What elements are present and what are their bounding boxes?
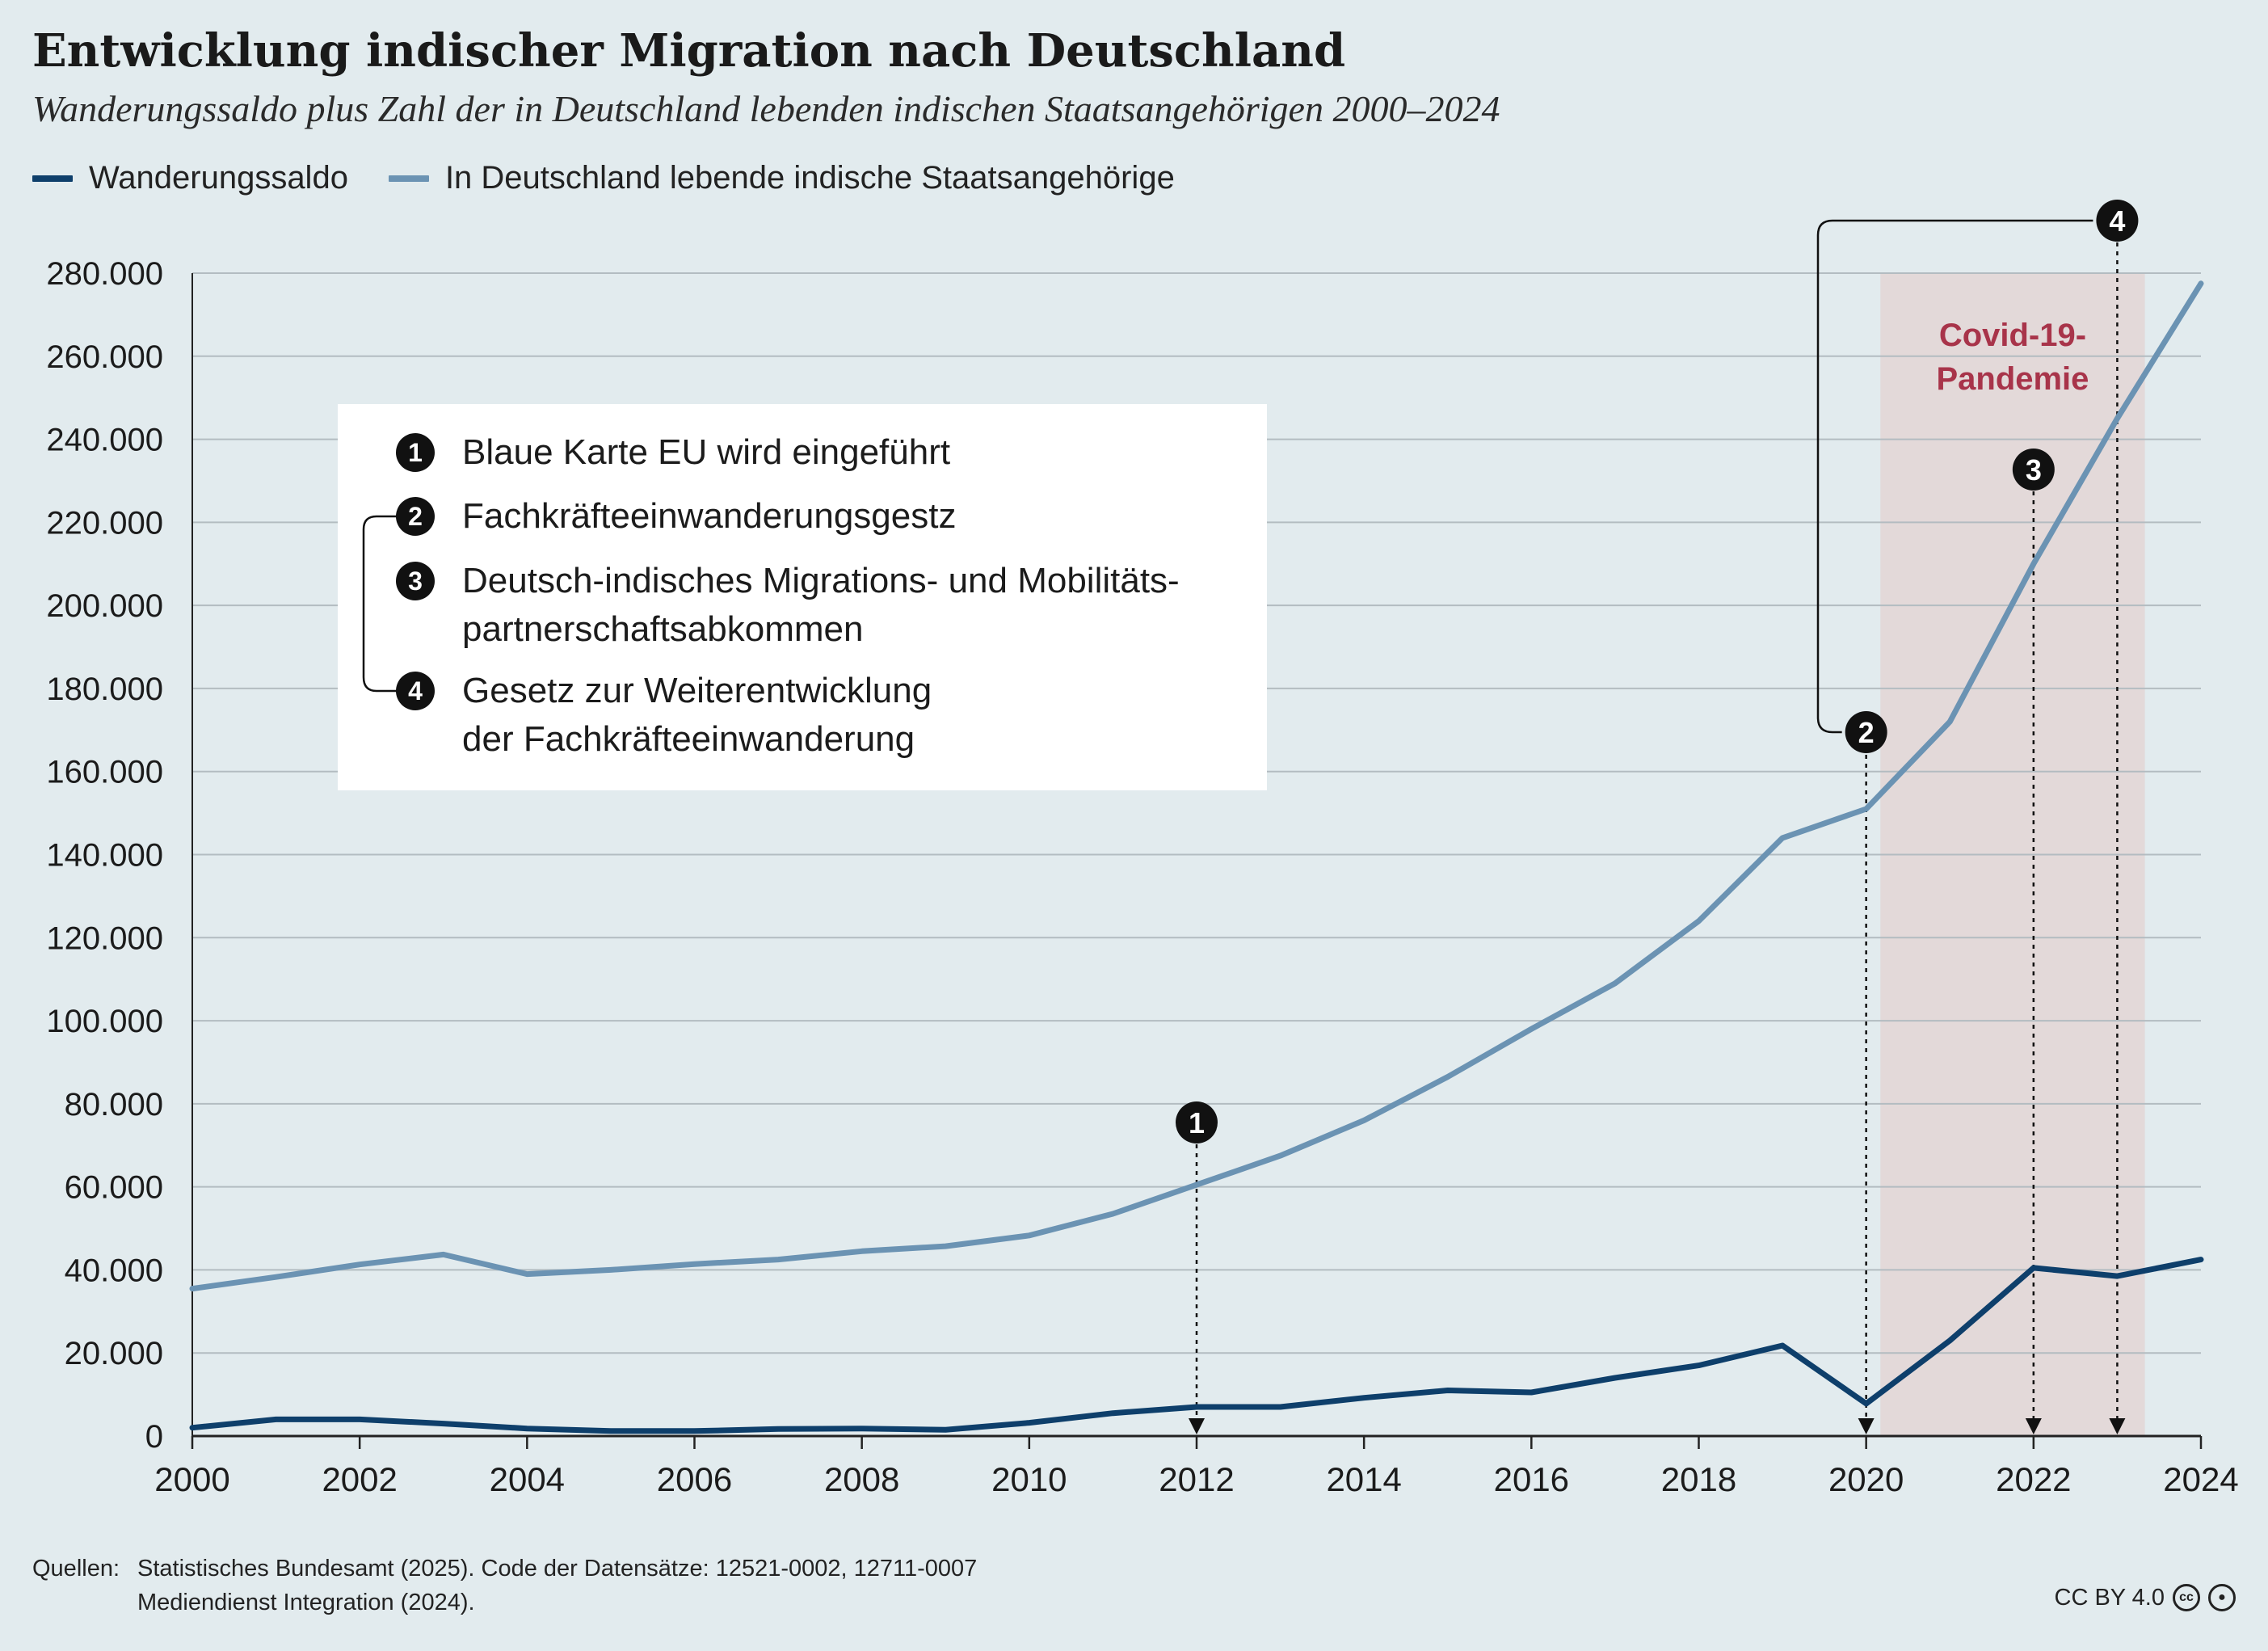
legend-item-staatsangehoerige: In Deutschland lebende indische Staatsan…	[388, 160, 1175, 196]
sources: Quellen: Statistisches Bundesamt (2025).…	[32, 1552, 977, 1619]
event-badge-2	[1845, 711, 1887, 753]
source-line: Statistisches Bundesamt (2025). Code der…	[137, 1556, 978, 1582]
sources-label: Quellen:	[32, 1556, 120, 1582]
license: CC BY 4.0 cc ●	[2055, 1584, 2236, 1611]
info-item-1: 1 Blaue Karte EU wird eingeführt	[396, 432, 950, 477]
event-arrow-1	[1189, 1418, 1205, 1434]
info-text: Gesetz zur Weiterentwicklung der Fachkrä…	[462, 671, 932, 759]
x-tick-label: 2010	[991, 1460, 1067, 1498]
event-badge-label-4: 4	[2109, 204, 2125, 238]
y-tick-label: 140.000	[46, 838, 163, 874]
y-tick-label: 220.000	[46, 505, 163, 541]
legend-swatch	[32, 175, 73, 182]
info-item-2: 2 Fachkräfteeinwanderungsgestz	[396, 496, 956, 541]
bracket-connector	[362, 515, 402, 693]
x-tick-label: 2004	[490, 1460, 565, 1498]
event-badge-4	[2096, 200, 2139, 242]
legend-swatch	[388, 175, 429, 182]
chart-title: Entwicklung indischer Migration nach Deu…	[32, 24, 1346, 78]
x-tick-label: 2022	[1996, 1460, 2071, 1498]
event-badge-label-2: 2	[1858, 716, 1875, 749]
marker-badge-1: 1	[396, 433, 435, 472]
y-tick-label: 180.000	[46, 672, 163, 707]
y-tick-label: 100.000	[46, 1004, 163, 1039]
chart-subtitle: Wanderungssaldo plus Zahl der in Deutsch…	[32, 88, 1500, 129]
x-tick-label: 2018	[1661, 1460, 1736, 1498]
y-tick-label: 160.000	[46, 755, 163, 790]
x-tick-label: 2002	[322, 1460, 397, 1498]
legend: Wanderungssaldo In Deutschland lebende i…	[32, 160, 1215, 196]
source-line: Mediendienst Integration (2024).	[137, 1590, 475, 1615]
event-badge-label-1: 1	[1189, 1106, 1205, 1139]
y-tick-label: 260.000	[46, 339, 163, 375]
event-arrow-3	[2025, 1418, 2042, 1434]
x-tick-label: 2008	[824, 1460, 899, 1498]
marker-badge-2: 2	[396, 497, 435, 536]
attribution-icon: ●	[2208, 1584, 2236, 1611]
event-arrow-4	[2109, 1418, 2126, 1434]
y-tick-label: 0	[145, 1419, 163, 1455]
y-tick-label: 40.000	[65, 1253, 163, 1288]
legislation-legend-box: 1 Blaue Karte EU wird eingeführt 2 Fachk…	[338, 404, 1267, 790]
info-text: Deutsch-indisches Migrations- und Mobili…	[462, 561, 1180, 649]
legend-label: Wanderungssaldo	[89, 160, 348, 196]
x-tick-label: 2006	[657, 1460, 732, 1498]
x-tick-label: 2016	[1494, 1460, 1569, 1498]
marker-badge-3: 3	[396, 562, 435, 600]
info-item-4: 4 Gesetz zur Weiterentwicklung der Fachk…	[396, 671, 932, 764]
event-badge-label-3: 3	[2026, 453, 2042, 486]
x-tick-label: 2014	[1326, 1460, 1401, 1498]
y-tick-label: 240.000	[46, 423, 163, 458]
info-text: Fachkräfteeinwanderungsgestz	[462, 496, 957, 536]
info-text: Blaue Karte EU wird eingeführt	[462, 432, 951, 472]
marker-badge-4: 4	[396, 672, 435, 710]
y-tick-label: 280.000	[46, 256, 163, 292]
y-tick-label: 200.000	[46, 588, 163, 624]
covid-label-line2: Pandemie	[1936, 361, 2089, 397]
x-tick-label: 2012	[1159, 1460, 1234, 1498]
y-tick-label: 80.000	[65, 1087, 163, 1122]
x-tick-label: 2020	[1828, 1460, 1904, 1498]
license-text: CC BY 4.0	[2054, 1584, 2165, 1611]
covid-label-line1: Covid-19-	[1939, 318, 2086, 353]
x-tick-label: 2000	[154, 1460, 229, 1498]
series-line-wanderungssaldo	[189, 1257, 2204, 1434]
event-arrow-2	[1858, 1418, 1875, 1434]
y-tick-label: 60.000	[65, 1170, 163, 1206]
x-tick-label: 2024	[2163, 1460, 2238, 1498]
event-badge-1	[1176, 1101, 1218, 1143]
y-tick-label: 120.000	[46, 920, 163, 956]
legend-label: In Deutschland lebende indische Staatsan…	[444, 160, 1175, 196]
event-badge-3	[2012, 449, 2055, 491]
legend-item-wanderungssaldo: Wanderungssaldo	[32, 160, 348, 196]
event-bracket-connector	[1816, 219, 2093, 734]
info-item-3: 3 Deutsch-indisches Migrations- und Mobi…	[396, 561, 1180, 654]
cc-icon: cc	[2173, 1584, 2200, 1611]
y-tick-label: 20.000	[65, 1336, 163, 1371]
series-line-staatsangehoerige	[189, 280, 2204, 1292]
